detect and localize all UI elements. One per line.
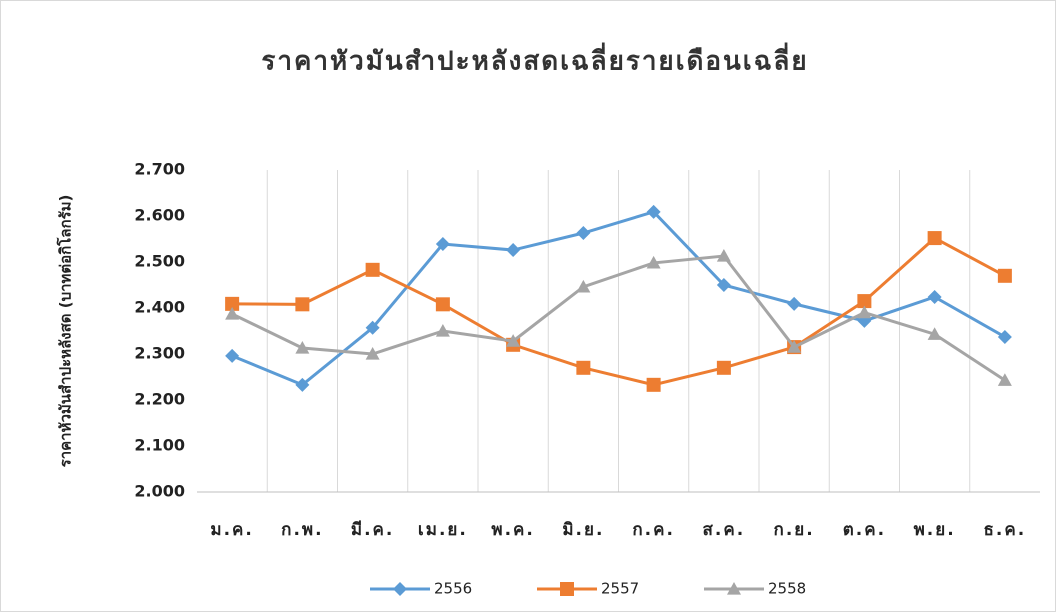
series-line: [232, 236, 1006, 387]
marker: [716, 249, 731, 262]
y-tick-label: 2.200: [134, 390, 185, 409]
x-tick-label: ธ.ค.: [984, 520, 1027, 540]
x-tick-label: พ.ย.: [914, 520, 956, 540]
marker: [997, 329, 1012, 344]
marker: [295, 377, 310, 392]
y-tick-label: 2.000: [134, 482, 185, 501]
marker: [727, 582, 741, 595]
marker: [857, 305, 872, 319]
chart-title: ราคาหัวมันสำปะหลังสดเฉลี่ยรายเดือนเฉลี่ย: [261, 42, 808, 77]
marker: [435, 237, 450, 252]
marker: [646, 204, 661, 219]
x-tick-label: ก.ค.: [632, 520, 675, 540]
marker: [295, 341, 310, 354]
marker: [576, 279, 591, 293]
y-tick-label: 2.600: [134, 206, 185, 225]
marker: [787, 340, 802, 353]
marker: [927, 289, 942, 304]
y-tick-label: 2.400: [134, 298, 185, 317]
marker: [787, 296, 802, 311]
x-tick-label: มิ.ย.: [562, 520, 604, 540]
marker: [435, 297, 450, 312]
x-tick-label: ม.ค.: [210, 520, 254, 540]
y-tick-label: 2.700: [134, 160, 185, 179]
marker: [857, 294, 872, 309]
marker: [646, 255, 661, 269]
y-tick-label: 2.100: [134, 436, 185, 455]
marker: [295, 297, 310, 312]
marker: [393, 582, 407, 596]
marker: [225, 306, 240, 320]
x-tick-label: ต.ค.: [843, 520, 886, 540]
marker: [506, 243, 521, 258]
marker: [225, 348, 240, 363]
marker: [927, 231, 942, 246]
marker: [225, 296, 240, 311]
marker: [365, 320, 380, 335]
legend-label: 2556: [434, 580, 472, 598]
x-tick-label: ก.ย.: [774, 520, 815, 540]
marker: [997, 373, 1012, 386]
x-tick-label: ส.ค.: [703, 520, 746, 540]
marker: [716, 278, 731, 292]
legend-label: 2558: [768, 580, 806, 598]
x-tick-label: เม.ย.: [418, 520, 468, 540]
x-tick-label: มี.ค.: [351, 519, 395, 540]
marker: [997, 268, 1012, 283]
series-line: [231, 254, 1006, 382]
marker: [576, 226, 591, 241]
marker: [435, 324, 450, 337]
marker: [576, 360, 591, 375]
marker: [927, 327, 942, 340]
y-tick-label: 2.300: [134, 344, 185, 363]
y-tick-label: 2.500: [134, 252, 185, 271]
x-tick-label: ก.พ.: [281, 520, 323, 540]
x-tick-label: พ.ค.: [491, 520, 535, 540]
marker: [365, 347, 380, 360]
marker: [646, 377, 661, 392]
marker: [365, 262, 380, 277]
marker: [506, 334, 521, 347]
marker: [560, 582, 574, 596]
y-axis-label: ราคาหัวมันสำปะหลังสด (บาทต่อกิโลกรัม): [56, 195, 75, 468]
legend-label: 2557: [601, 580, 639, 598]
marker: [716, 360, 731, 375]
